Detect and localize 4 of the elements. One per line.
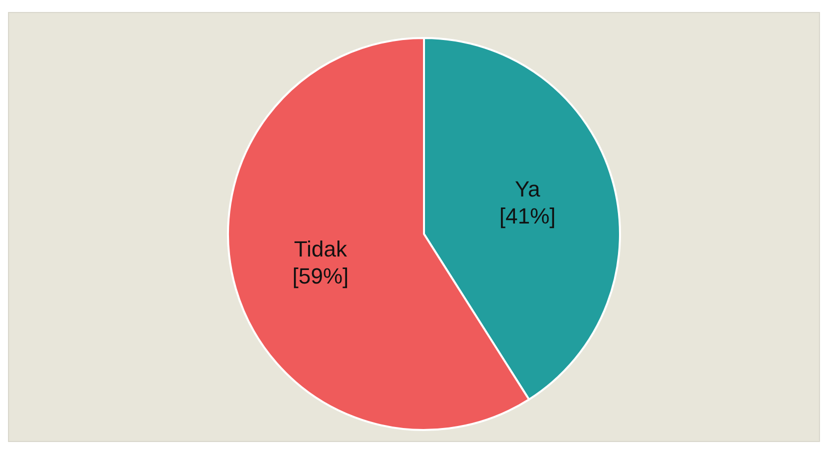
data-label: [41%] — [499, 203, 556, 228]
slice-label: Tidak — [294, 236, 348, 262]
slice-label: Ya — [514, 176, 541, 202]
data-label: [59%] — [292, 264, 349, 289]
